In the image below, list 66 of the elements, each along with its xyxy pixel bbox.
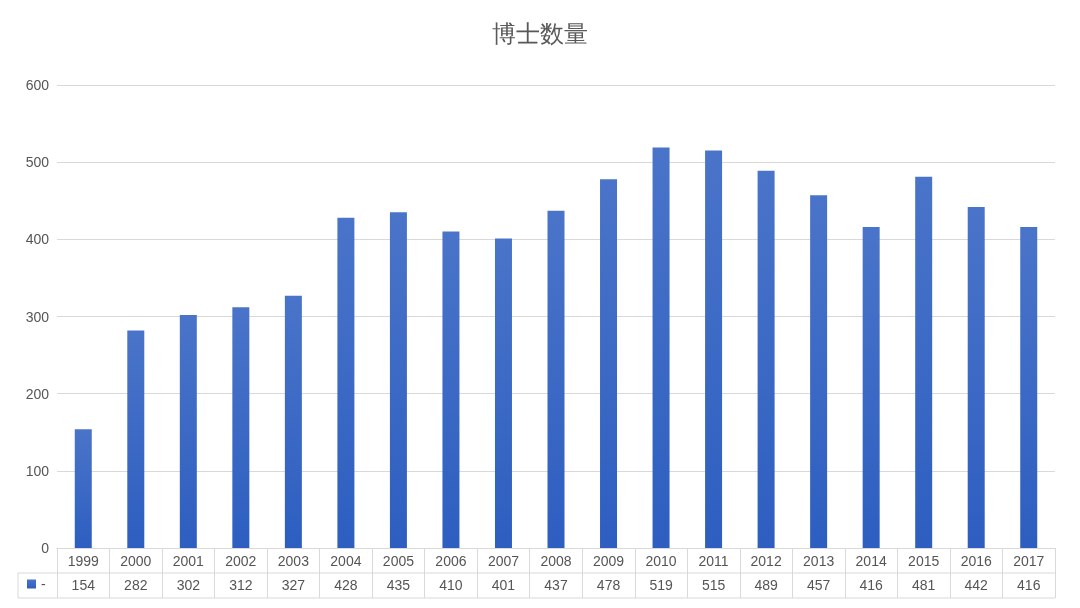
data-label: 515 bbox=[701, 577, 726, 593]
data-label: 435 bbox=[386, 577, 411, 593]
bar bbox=[652, 147, 670, 548]
data-label: 457 bbox=[806, 577, 831, 593]
bar bbox=[547, 210, 565, 548]
data-label: 489 bbox=[754, 577, 778, 593]
data-label: 327 bbox=[281, 577, 306, 593]
y-tick-label: 0 bbox=[41, 540, 50, 556]
x-tick-label: 2003 bbox=[277, 553, 310, 569]
x-tick-label: 2005 bbox=[382, 553, 415, 569]
bar bbox=[179, 314, 197, 548]
y-tick-label: 400 bbox=[25, 231, 50, 248]
x-tick-label: 2011 bbox=[698, 553, 729, 569]
data-label: 154 bbox=[71, 577, 96, 593]
x-tick-label: 2004 bbox=[330, 553, 362, 569]
data-label: 410 bbox=[439, 577, 463, 593]
bar bbox=[389, 212, 407, 548]
data-label: 519 bbox=[649, 577, 673, 593]
y-tick-label: 200 bbox=[25, 385, 50, 402]
bar bbox=[757, 170, 775, 548]
bar bbox=[337, 217, 355, 548]
bar bbox=[1020, 226, 1038, 548]
x-tick-label: 2008 bbox=[540, 553, 572, 569]
data-label: 442 bbox=[964, 577, 989, 593]
data-label: 302 bbox=[176, 577, 201, 593]
y-tick-label: 600 bbox=[25, 77, 50, 93]
bar bbox=[862, 226, 880, 548]
legend-label: - bbox=[41, 576, 46, 592]
x-tick-label: 2006 bbox=[435, 553, 467, 569]
bar bbox=[494, 238, 512, 548]
data-label: 282 bbox=[124, 577, 148, 593]
data-label: 416 bbox=[859, 577, 884, 593]
bar bbox=[232, 307, 250, 548]
bar bbox=[810, 195, 828, 548]
x-tick-label: 2007 bbox=[487, 553, 520, 569]
data-label: 416 bbox=[1017, 577, 1041, 593]
x-tick-label: 2009 bbox=[592, 553, 625, 569]
bar bbox=[74, 429, 92, 548]
y-tick-label: 500 bbox=[25, 154, 50, 171]
bar bbox=[915, 176, 933, 548]
x-tick-label: 2010 bbox=[645, 553, 677, 569]
chart-title: 博士数量 bbox=[492, 19, 588, 47]
x-tick-label: 2013 bbox=[803, 553, 835, 569]
x-tick-label: 2014 bbox=[855, 553, 887, 569]
bar bbox=[705, 150, 723, 548]
x-tick-label: 1999 bbox=[67, 553, 100, 569]
bar bbox=[442, 231, 460, 548]
bar bbox=[600, 179, 618, 548]
x-tick-label: 2001 bbox=[172, 553, 205, 569]
data-label: 401 bbox=[491, 577, 516, 593]
bar bbox=[967, 206, 985, 548]
y-tick-label: 300 bbox=[25, 308, 50, 325]
x-tick-label: 2000 bbox=[120, 553, 152, 569]
data-label: 481 bbox=[912, 577, 936, 593]
bar bbox=[284, 295, 302, 548]
data-label: 478 bbox=[596, 577, 621, 593]
x-tick-label: 2002 bbox=[225, 553, 257, 569]
x-tick-label: 2016 bbox=[960, 553, 992, 569]
x-tick-label: 2017 bbox=[1013, 553, 1045, 569]
data-label: 312 bbox=[229, 577, 253, 593]
y-tick-label: 100 bbox=[25, 462, 50, 479]
bar bbox=[127, 330, 145, 548]
data-label: 437 bbox=[544, 577, 568, 593]
x-tick-label: 2012 bbox=[750, 553, 782, 569]
data-label: 428 bbox=[334, 577, 358, 593]
x-tick-label: 2015 bbox=[908, 553, 940, 569]
